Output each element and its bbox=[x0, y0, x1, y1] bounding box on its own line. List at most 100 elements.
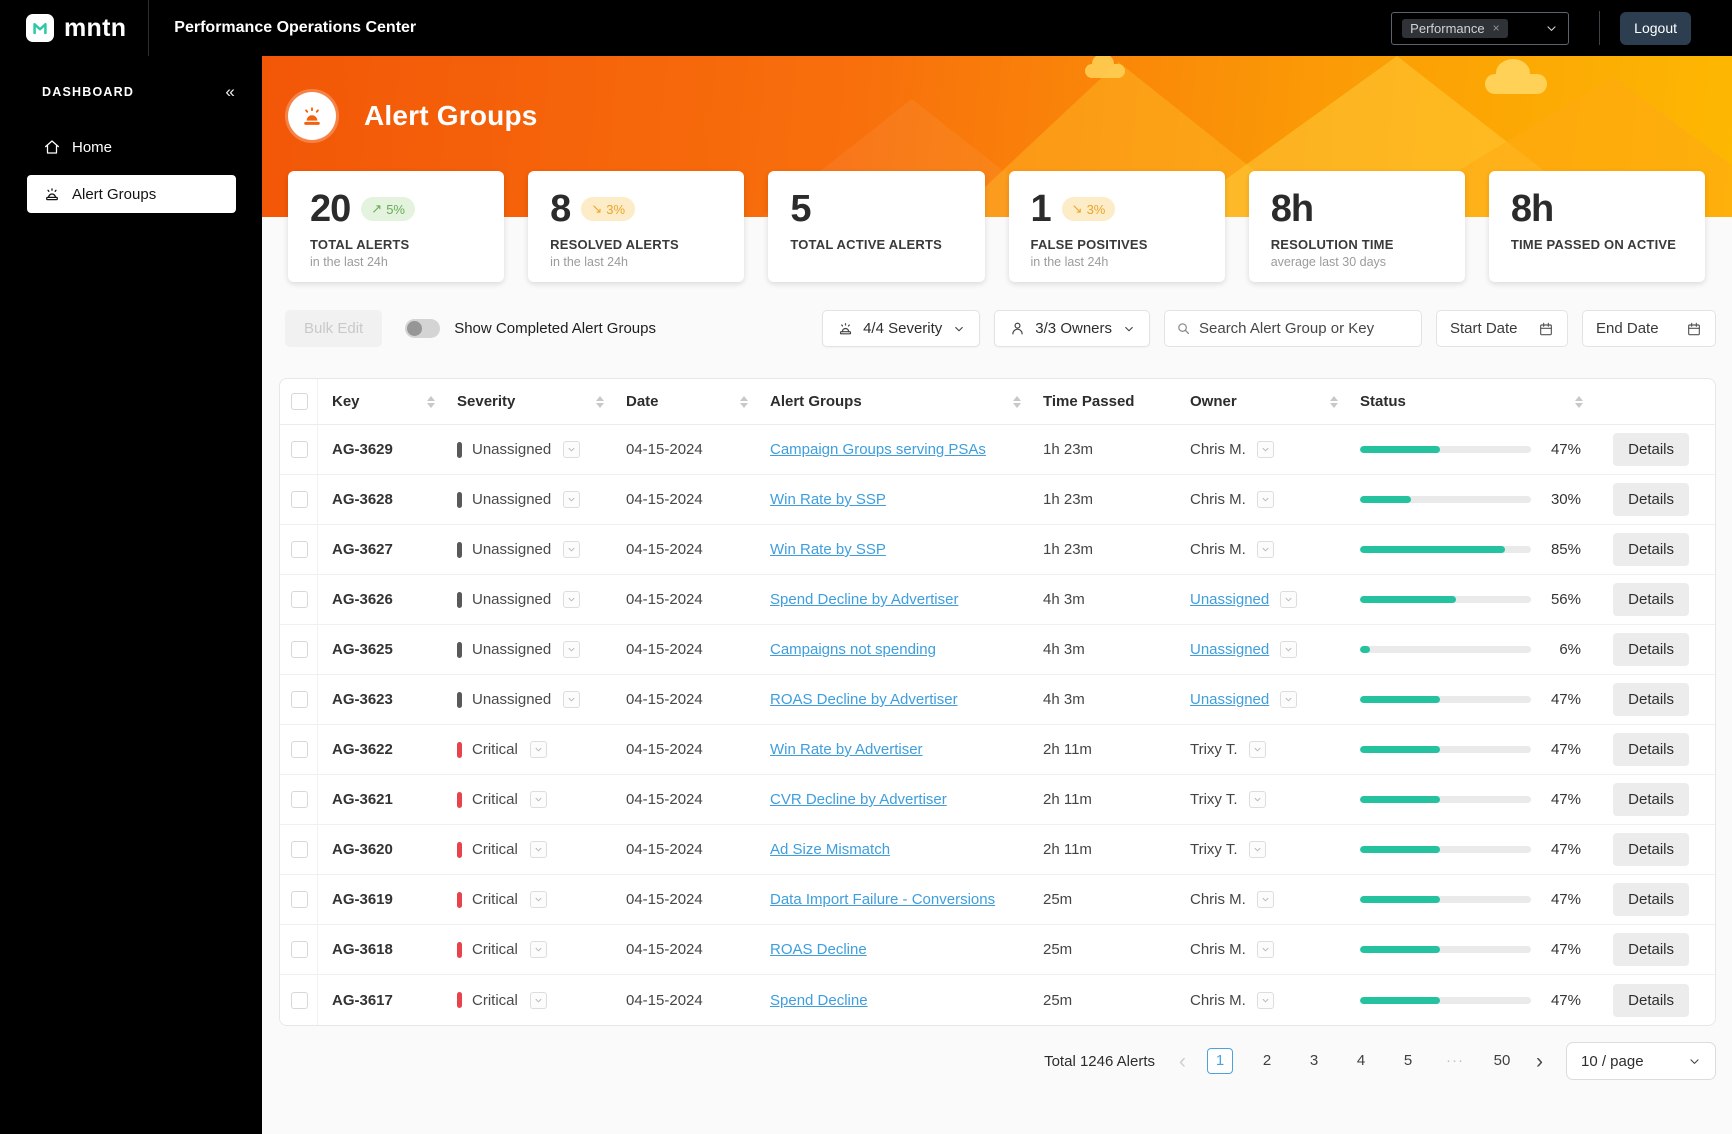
severity-dropdown[interactable] bbox=[563, 641, 581, 658]
owner-label: Unassigned bbox=[1190, 691, 1270, 708]
row-key: AG-3618 bbox=[332, 941, 393, 958]
sidebar-item-home[interactable]: Home bbox=[27, 128, 236, 166]
team-select[interactable]: Performance × bbox=[1391, 11, 1570, 45]
end-date-input[interactable]: End Date bbox=[1582, 310, 1716, 347]
row-checkbox[interactable] bbox=[291, 691, 308, 708]
select-all-checkbox[interactable] bbox=[291, 393, 308, 410]
owner-dropdown[interactable] bbox=[1256, 441, 1274, 458]
row-checkbox[interactable] bbox=[291, 891, 308, 908]
alert-group-link[interactable]: Campaign Groups serving PSAs bbox=[770, 441, 986, 458]
row-checkbox[interactable] bbox=[291, 541, 308, 558]
details-button[interactable]: Details bbox=[1613, 733, 1689, 766]
alert-group-link[interactable]: Win Rate by SSP bbox=[770, 541, 886, 558]
severity-filter-dropdown[interactable]: 4/4 Severity bbox=[822, 310, 981, 347]
logout-button[interactable]: Logout bbox=[1620, 11, 1691, 45]
row-checkbox[interactable] bbox=[291, 991, 308, 1009]
alert-group-link[interactable]: CVR Decline by Advertiser bbox=[770, 791, 947, 808]
details-button[interactable]: Details bbox=[1613, 483, 1689, 516]
severity-label: Critical bbox=[472, 991, 518, 1009]
show-completed-toggle[interactable] bbox=[405, 319, 441, 338]
row-checkbox[interactable] bbox=[291, 941, 308, 958]
severity-dropdown[interactable] bbox=[529, 991, 547, 1009]
alert-group-link[interactable]: Spend Decline by Advertiser bbox=[770, 591, 959, 608]
page-number[interactable]: 1 bbox=[1207, 1048, 1233, 1074]
sidebar-item-alert-groups[interactable]: Alert Groups bbox=[27, 175, 236, 213]
collapse-sidebar-icon[interactable]: « bbox=[225, 82, 236, 101]
sort-icon[interactable] bbox=[740, 395, 748, 408]
severity-indicator bbox=[457, 541, 462, 558]
alert-group-link[interactable]: Data Import Failure - Conversions bbox=[770, 891, 996, 908]
severity-dropdown[interactable] bbox=[529, 941, 547, 958]
row-key: AG-3623 bbox=[332, 691, 393, 708]
page-number[interactable]: 4 bbox=[1356, 1052, 1366, 1069]
severity-dropdown[interactable] bbox=[563, 541, 581, 558]
details-button[interactable]: Details bbox=[1613, 583, 1689, 616]
row-alert-group: Campaigns not spending bbox=[770, 641, 1043, 658]
owner-dropdown[interactable] bbox=[1256, 941, 1274, 958]
owners-filter-dropdown[interactable]: 3/3 Owners bbox=[994, 310, 1150, 347]
page-number[interactable]: 3 bbox=[1309, 1052, 1319, 1069]
row-checkbox[interactable] bbox=[291, 841, 308, 858]
row-time-passed: 4h 3m bbox=[1043, 641, 1085, 658]
details-button[interactable]: Details bbox=[1613, 833, 1689, 866]
sort-icon[interactable] bbox=[596, 395, 604, 408]
owner-dropdown[interactable] bbox=[1248, 741, 1266, 758]
owner-dropdown[interactable] bbox=[1248, 841, 1266, 858]
page-number[interactable]: 50 bbox=[1493, 1052, 1511, 1069]
owner-dropdown[interactable] bbox=[1256, 541, 1274, 558]
owner-dropdown[interactable] bbox=[1248, 791, 1266, 808]
page-number[interactable]: 5 bbox=[1403, 1052, 1413, 1069]
owner-dropdown[interactable] bbox=[1280, 691, 1298, 708]
sort-icon[interactable] bbox=[1330, 395, 1338, 408]
severity-dropdown[interactable] bbox=[529, 791, 547, 808]
bulk-edit-button[interactable]: Bulk Edit bbox=[285, 310, 383, 347]
sort-icon[interactable] bbox=[1013, 395, 1021, 408]
row-alert-group: Win Rate by Advertiser bbox=[770, 741, 1043, 758]
row-checkbox[interactable] bbox=[291, 741, 308, 758]
details-button[interactable]: Details bbox=[1613, 783, 1689, 816]
severity-dropdown[interactable] bbox=[529, 741, 547, 758]
details-button[interactable]: Details bbox=[1613, 983, 1689, 1017]
details-button[interactable]: Details bbox=[1613, 683, 1689, 716]
alert-group-link[interactable]: ROAS Decline bbox=[770, 941, 867, 958]
details-button[interactable]: Details bbox=[1613, 533, 1689, 566]
row-checkbox[interactable] bbox=[291, 491, 308, 508]
severity-dropdown[interactable] bbox=[563, 491, 581, 508]
alert-group-link[interactable]: Ad Size Mismatch bbox=[770, 841, 891, 858]
alert-group-link[interactable]: ROAS Decline by Advertiser bbox=[770, 691, 958, 708]
severity-dropdown[interactable] bbox=[563, 591, 581, 608]
column-header-time-passed: Time Passed bbox=[1043, 393, 1135, 410]
row-checkbox[interactable] bbox=[291, 641, 308, 658]
owner-dropdown[interactable] bbox=[1280, 641, 1298, 658]
details-button[interactable]: Details bbox=[1613, 933, 1689, 966]
details-button[interactable]: Details bbox=[1613, 433, 1689, 466]
severity-dropdown[interactable] bbox=[529, 841, 547, 858]
severity-dropdown[interactable] bbox=[563, 691, 581, 708]
sort-icon[interactable] bbox=[1575, 395, 1583, 408]
details-button[interactable]: Details bbox=[1613, 633, 1689, 666]
row-status: 30% bbox=[1360, 491, 1605, 508]
row-checkbox[interactable] bbox=[291, 441, 308, 458]
page-size-select[interactable]: 10 / page bbox=[1566, 1042, 1716, 1080]
next-page-button[interactable]: › bbox=[1536, 1049, 1543, 1073]
alert-group-link[interactable]: Win Rate by Advertiser bbox=[770, 741, 923, 758]
owner-dropdown[interactable] bbox=[1256, 491, 1274, 508]
details-button[interactable]: Details bbox=[1613, 883, 1689, 916]
row-checkbox[interactable] bbox=[291, 591, 308, 608]
severity-dropdown[interactable] bbox=[529, 891, 547, 908]
search-input[interactable] bbox=[1199, 320, 1410, 337]
prev-page-button[interactable]: ‹ bbox=[1179, 1049, 1186, 1073]
page-number[interactable]: 2 bbox=[1262, 1052, 1272, 1069]
owner-dropdown[interactable] bbox=[1256, 891, 1274, 908]
severity-dropdown[interactable] bbox=[563, 441, 581, 458]
row-checkbox[interactable] bbox=[291, 791, 308, 808]
start-date-input[interactable]: Start Date bbox=[1436, 310, 1568, 347]
alert-group-link[interactable]: Win Rate by SSP bbox=[770, 491, 886, 508]
owner-dropdown[interactable] bbox=[1280, 591, 1298, 608]
owner-dropdown[interactable] bbox=[1256, 991, 1274, 1009]
remove-tag-icon[interactable]: × bbox=[1492, 21, 1500, 35]
alert-group-link[interactable]: Spend Decline bbox=[770, 991, 868, 1009]
row-time-passed: 25m bbox=[1043, 991, 1073, 1009]
alert-group-link[interactable]: Campaigns not spending bbox=[770, 641, 936, 658]
sort-icon[interactable] bbox=[427, 395, 435, 408]
